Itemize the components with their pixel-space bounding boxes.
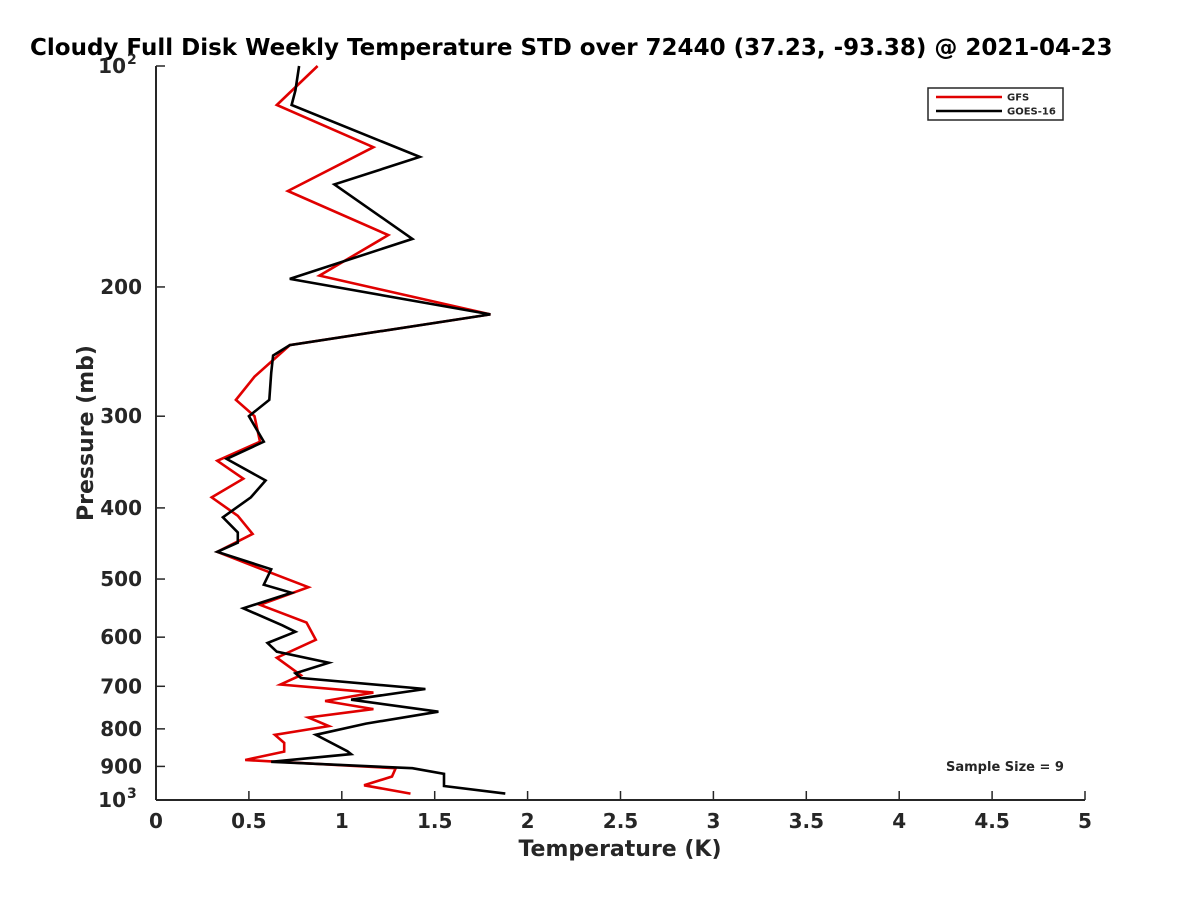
y-tick-label: 700 [100,674,142,698]
y-tick-label: 600 [100,625,142,649]
legend-box [927,87,1064,121]
x-ticks: 0 0.5 1 1.5 2 2.5 3 3.5 4 4.5 5 [149,791,1092,833]
y-tick-base: 10 [98,788,126,812]
x-tick-label: 5 [1078,809,1092,833]
x-tick-label: 1 [335,809,349,833]
y-tick-exponent: 2 [127,52,137,68]
y-tick-label: 800 [100,717,142,741]
x-tick-label: 3.5 [789,809,824,833]
y-tick-label: 10 [98,54,126,78]
plot-area: 0 0.5 1 1.5 2 2.5 3 3.5 4 4.5 5 10 2200300400500600… [98,52,1092,833]
y-tick-label: 400 [100,496,142,520]
legend-label-goes16: GOES-16 [1007,107,1056,118]
x-tick-label: 1.5 [417,809,452,833]
chart-title: Cloudy Full Disk Weekly Temperature STD … [30,35,1113,61]
x-tick-label: 4.5 [974,809,1009,833]
y-tick-label: 300 [100,404,142,428]
legend-label-gfs: GFS [1007,93,1029,104]
y-tick-base: 10 [98,54,126,78]
y-tick-label: 900 [100,754,142,778]
x-axis-label: Temperature (K) [518,837,721,862]
x-tick-label: 3 [706,809,720,833]
x-tick-label: 0.5 [231,809,266,833]
x-tick-label: 4 [892,809,906,833]
x-tick-label: 2 [521,809,535,833]
series-group [209,65,506,795]
series-line-goes16 [213,65,506,795]
x-tick-label: 2.5 [603,809,638,833]
y-axis-label: Pressure (mb) [74,345,99,521]
y-tick-label: 500 [100,567,142,591]
legend: GFS GOES-16 [927,87,1064,121]
y-tick-label: 10 [98,788,126,812]
series-line-gfs [209,65,491,795]
x-tick-label: 0 [149,809,163,833]
sample-size-annotation: Sample Size = 9 [946,760,1064,775]
y-tick-label: 200 [100,275,142,299]
y-tick-exponent: 3 [127,786,137,802]
